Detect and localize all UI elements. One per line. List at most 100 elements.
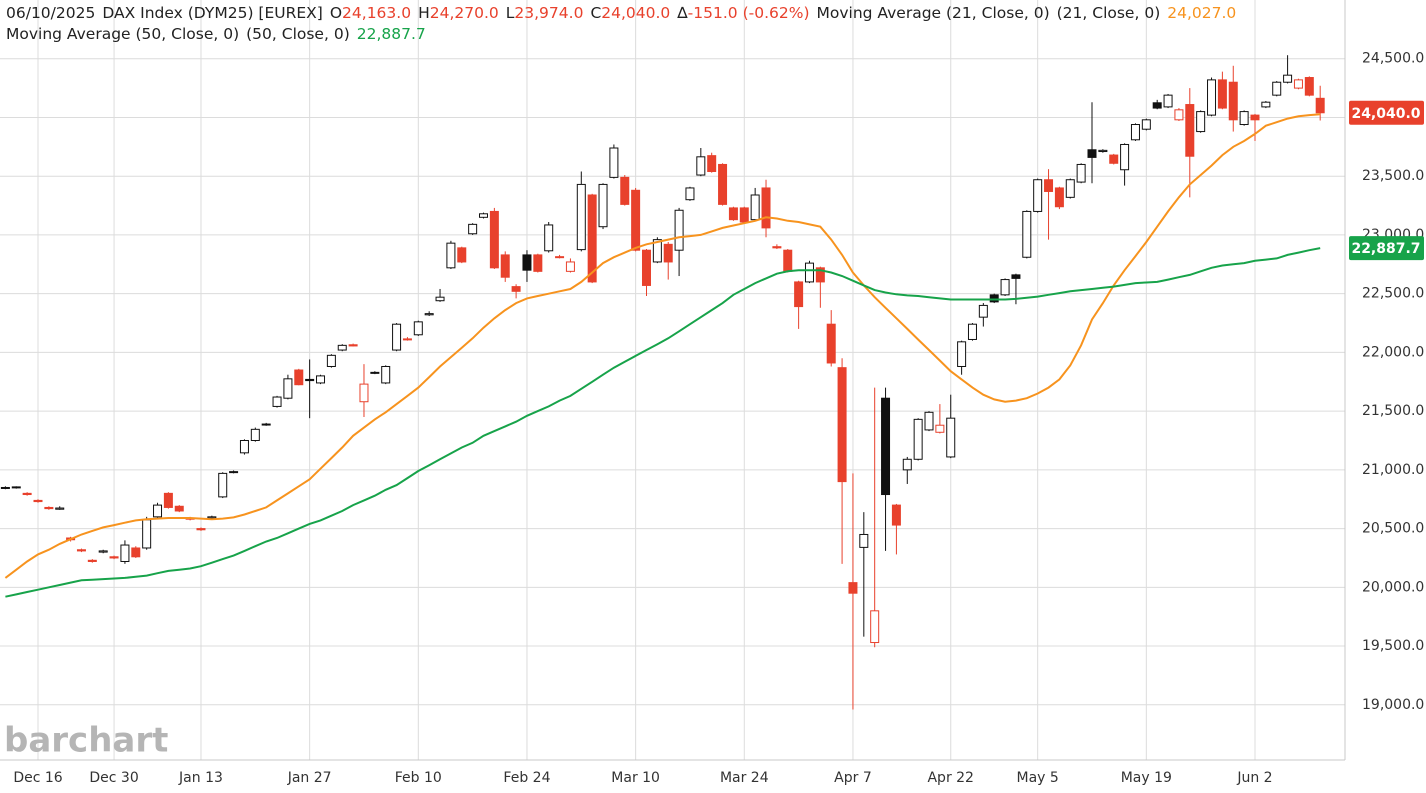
- candle-body: [598, 183, 608, 228]
- candle-body: [631, 189, 641, 251]
- candle-body: [1141, 119, 1151, 130]
- candle-body: [826, 323, 836, 364]
- candle-body: [348, 344, 358, 347]
- candle-body: [392, 323, 402, 351]
- candle-body: [1217, 79, 1227, 109]
- candle-body: [533, 254, 543, 272]
- change-symbol: ∆: [677, 4, 688, 22]
- candle-body: [402, 338, 412, 341]
- candle-body: [967, 323, 977, 340]
- candle-body: [576, 183, 586, 251]
- header-symbol: DAX Index (DYM25) [EUREX]: [102, 4, 323, 22]
- candle-body: [261, 423, 271, 426]
- candle-body: [489, 210, 499, 269]
- y-tick-label: 22,000.0: [1362, 344, 1424, 360]
- legend-ma21-value: 24,027.0: [1167, 4, 1237, 22]
- candle-body: [1098, 149, 1108, 153]
- x-tick-label: Feb 24: [503, 770, 550, 786]
- candle-body: [1228, 81, 1238, 121]
- candle-body: [468, 223, 478, 235]
- y-tick-label: 20,000.0: [1362, 579, 1424, 595]
- candle-body: [1130, 124, 1140, 141]
- candle-body: [1065, 179, 1075, 198]
- x-tick-label: Dec 16: [13, 770, 62, 786]
- candle-body: [555, 256, 565, 259]
- candle-body: [565, 261, 575, 272]
- candle-body: [935, 424, 945, 433]
- y-tick-label: 19,000.0: [1362, 697, 1424, 713]
- candle-body: [283, 378, 293, 399]
- candle-body: [87, 559, 97, 562]
- ma-line: [5, 247, 1321, 598]
- candle-body: [120, 544, 130, 562]
- candle-body: [1283, 74, 1293, 83]
- candle-body: [641, 249, 651, 286]
- candle-body: [479, 213, 489, 218]
- candle-body: [1196, 111, 1206, 133]
- candle-body: [1163, 94, 1173, 108]
- watermark: barchart: [4, 721, 168, 761]
- candle-body: [174, 505, 184, 512]
- candle-body: [913, 418, 923, 460]
- chart-header: 06/10/2025 DAX Index (DYM25) [EUREX] O24,1…: [6, 3, 1236, 45]
- x-tick-label: Jun 2: [1236, 770, 1272, 786]
- candle-body: [1022, 210, 1032, 258]
- candle-body: [196, 528, 206, 531]
- candle-body: [881, 397, 891, 496]
- ma-tag-label: 22,887.7: [1351, 241, 1420, 257]
- candle-body: [978, 304, 988, 318]
- candle-body: [250, 428, 260, 441]
- x-tick-label: Apr 7: [834, 770, 872, 786]
- candle-body: [500, 254, 510, 278]
- ohlc-value: 24,270.0: [429, 4, 499, 22]
- ohlc-value: 23,974.0: [514, 4, 584, 22]
- candle-body: [109, 556, 119, 559]
- header-line-1: 06/10/2025 DAX Index (DYM25) [EUREX] O24,1…: [6, 3, 1236, 24]
- candle-body: [316, 375, 326, 384]
- candle-body: [1261, 101, 1271, 108]
- x-tick-label: Feb 10: [395, 770, 442, 786]
- candle-body: [1120, 143, 1130, 171]
- candle-body: [294, 369, 304, 386]
- ohlc-value: 24,163.0: [342, 4, 412, 22]
- legend-ma50-value: 22,887.7: [356, 25, 426, 43]
- y-tick-label: 23,500.0: [1362, 168, 1424, 184]
- candle-body: [1304, 77, 1314, 96]
- candle-body: [1054, 187, 1064, 208]
- candle-body: [326, 354, 336, 367]
- candle-body: [33, 499, 43, 503]
- candle-body: [11, 486, 21, 489]
- candle-body: [794, 281, 804, 308]
- legend-ma21-params: (21, Close, 0): [1056, 4, 1161, 22]
- candle-body: [511, 286, 521, 292]
- x-tick-label: Mar 10: [611, 770, 660, 786]
- candle-body: [1011, 274, 1021, 279]
- y-tick-label: 22,500.0: [1362, 286, 1424, 302]
- candle-body: [587, 194, 597, 283]
- candle-body: [837, 367, 847, 483]
- candle-body: [783, 249, 793, 272]
- ohlc-key: O: [329, 4, 343, 22]
- candle-body: [153, 504, 163, 518]
- header-line-2: Moving Average (50, Close, 0) (50, Close,…: [6, 24, 1236, 45]
- candle-body: [337, 344, 347, 351]
- candle-body: [229, 471, 239, 474]
- candle-body: [1076, 163, 1086, 183]
- candle-body: [685, 187, 695, 201]
- header-date: 06/10/2025: [6, 4, 96, 22]
- ma-tag-box: [1349, 236, 1424, 261]
- candle-body: [946, 417, 956, 458]
- legend-ma50-params: (50, Close, 0): [246, 25, 350, 43]
- legend-ma50-name: Moving Average (50, Close, 0): [6, 25, 240, 43]
- x-tick-label: Jan 27: [287, 770, 332, 786]
- candle-body: [739, 207, 749, 223]
- candle-body: [446, 242, 456, 269]
- candle-body: [98, 550, 108, 553]
- candle-body: [620, 176, 630, 205]
- candle-body: [609, 147, 619, 178]
- candle-body: [1250, 114, 1260, 121]
- candle-body: [55, 507, 65, 510]
- candle-body: [359, 383, 369, 403]
